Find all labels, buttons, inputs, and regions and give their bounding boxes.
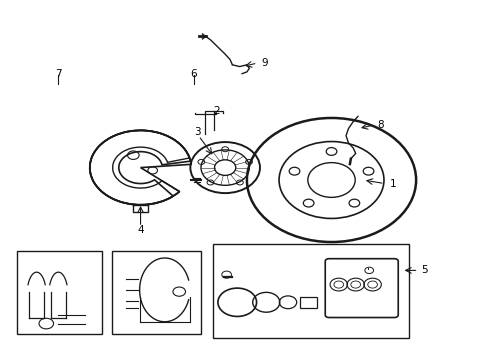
Bar	[111, 251, 201, 334]
Text: 9: 9	[261, 58, 267, 68]
Text: 8: 8	[377, 120, 383, 130]
Text: 2: 2	[213, 106, 219, 116]
Text: 7: 7	[55, 69, 61, 79]
Text: 6: 6	[190, 69, 197, 79]
Text: 5: 5	[420, 265, 427, 275]
Text: 3: 3	[193, 127, 200, 137]
Text: 1: 1	[389, 179, 395, 189]
Bar	[300, 297, 316, 307]
Bar	[17, 251, 102, 334]
Text: 4: 4	[137, 225, 143, 235]
Bar	[213, 244, 408, 338]
